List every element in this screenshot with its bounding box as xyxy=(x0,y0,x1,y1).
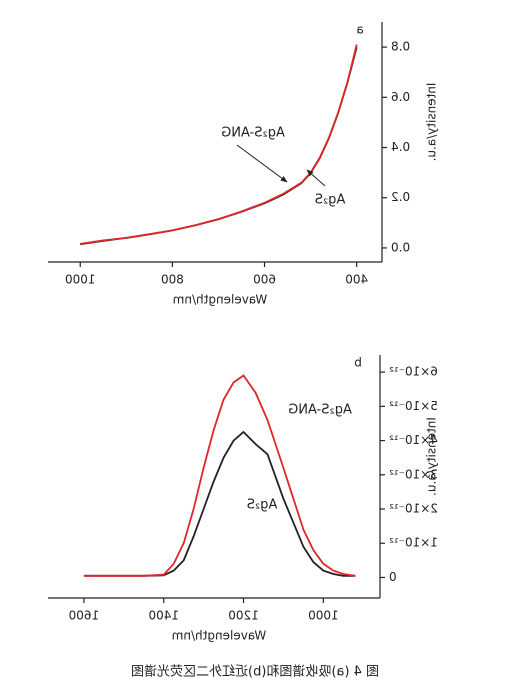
mirrored-figure: 图 4 (a)吸收谱图和(b)近红外二区荧光谱图 0.0 0.2 0.4 0.6 0.8… xyxy=(48,22,439,680)
line-series xyxy=(80,46,358,246)
y-tick-label: 0.0 xyxy=(391,240,410,254)
y-tick-label: 1×10⁻¹² xyxy=(389,536,438,550)
y-tick-label: 0.8 xyxy=(391,40,410,54)
x-axis-title: Wavelength/nm xyxy=(172,629,267,643)
x-axis-title: Wavelength/nm xyxy=(173,293,268,307)
x-tick-label: 1600 xyxy=(69,609,100,623)
panel-label: a xyxy=(356,23,363,37)
line-series xyxy=(80,44,358,245)
y-tick-label: 2×10⁻¹² xyxy=(389,502,438,516)
y-tick-label: 0.6 xyxy=(391,90,410,104)
line-series xyxy=(83,374,356,577)
x-tick-label: 1000 xyxy=(65,273,96,287)
y-tick-label: 0 xyxy=(389,570,397,584)
y-tick-label: 0.4 xyxy=(391,140,410,154)
line-series xyxy=(83,430,356,577)
x-tick-label: 1400 xyxy=(148,609,179,623)
annotation-arrow xyxy=(306,169,326,187)
y-axis-title: Intensity/a.u. xyxy=(425,417,439,496)
annotation-arrow xyxy=(236,144,288,183)
x-tick-label: 600 xyxy=(253,273,276,287)
annotation: Ag₂S xyxy=(247,498,278,513)
y-tick-label: 3×10⁻¹² xyxy=(389,467,438,481)
x-tick-label: 800 xyxy=(161,273,184,287)
annotation: Ag₂S xyxy=(315,193,346,208)
y-tick-label: 4×10⁻¹² xyxy=(389,433,438,447)
y-axis-title: Intensity/a.u. xyxy=(425,83,439,162)
caption: 图 4 (a)吸收谱图和(b)近红外二区荧光谱图 xyxy=(131,664,379,680)
x-tick-label: 1200 xyxy=(228,609,259,623)
x-tick-label: 400 xyxy=(345,273,368,287)
x-tick-label: 1000 xyxy=(308,609,339,623)
y-tick-label: 0.2 xyxy=(391,190,410,204)
annotation: Ag₂S-ANG xyxy=(288,403,352,418)
panel-label: b xyxy=(354,356,362,370)
y-tick-label: 5×10⁻¹² xyxy=(389,399,438,413)
y-tick-label: 6×10⁻¹² xyxy=(389,365,438,379)
annotation: Ag₂S-ANG xyxy=(221,126,285,141)
